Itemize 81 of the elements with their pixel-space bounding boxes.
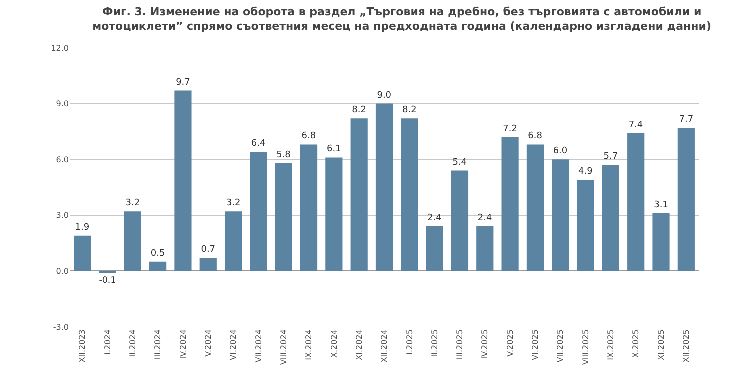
x-tick-label: II.2025 [430,330,440,358]
bar [426,226,444,272]
data-label: 0.5 [150,248,166,259]
x-tick-label: IX.2024 [304,330,314,360]
data-label: 2.4 [478,214,492,224]
bar [350,118,368,272]
x-tick-label: VI.2024 [229,330,238,360]
data-label: 6.0 [553,146,568,157]
data-label: 5.4 [452,158,468,168]
data-label: 5.8 [276,150,292,160]
x-tick-label: VI.2025 [531,330,540,360]
bar [526,144,544,272]
x-tick-label: XI.2025 [656,330,666,360]
x-tick-label: IX.2025 [606,330,616,360]
bar [300,144,318,272]
x-tick-label: IV.2025 [480,330,490,360]
bar [376,104,394,272]
y-tick-label: 6.0 [56,155,69,164]
data-label: 7.7 [679,114,694,125]
bar [401,118,418,272]
bar [628,134,645,272]
x-tick-label: VIII.2025 [581,330,590,366]
data-label: 4.9 [578,167,594,178]
bar [652,214,670,272]
x-tick-label: III.2025 [456,330,465,360]
x-tick-label: I.2025 [405,330,414,355]
x-tick-label: IV.2024 [178,330,188,360]
y-tick-label: 0.0 [56,267,69,276]
data-label: 7.2 [503,124,518,134]
data-label: 7.4 [628,120,644,131]
x-tick-label: XII.2024 [380,330,390,363]
bar [451,170,469,272]
bar [150,262,167,272]
bar [502,137,519,272]
data-label: 6.8 [302,132,316,142]
x-tick-label: XII.2025 [682,330,692,363]
data-label: -0.1 [99,276,116,286]
bar [552,160,570,272]
data-label: 6.1 [327,144,342,155]
bar [124,212,142,272]
bar [224,212,242,272]
x-tick-label: X.2024 [330,330,339,358]
x-tick-label: XII.2023 [78,330,88,363]
bar [476,226,494,272]
data-label: 6.8 [528,132,543,142]
x-tick-label: VIII.2024 [279,330,288,366]
x-tick-label: V.2025 [506,330,515,357]
x-tick-label: I.2024 [103,330,112,355]
data-label: 8.2 [402,106,417,116]
x-tick-label: XI.2024 [354,330,364,360]
x-tick-label: II.2024 [128,330,138,358]
bar [200,258,217,272]
data-label: 9.7 [176,78,190,88]
bar [326,158,343,272]
data-label: 6.4 [251,139,266,150]
x-tick-label: VII.2025 [556,330,566,363]
data-label: 0.7 [201,245,216,256]
data-label: 2.4 [428,214,442,224]
data-label: 3.2 [126,198,140,209]
x-tick-label: X.2025 [632,330,641,358]
x-tick-label: III.2024 [154,330,163,360]
bar [602,165,620,272]
bar [74,236,92,272]
y-tick-label: 9.0 [56,100,69,109]
bar [275,163,292,272]
bar [577,180,594,272]
y-tick-label: 12.0 [51,44,69,53]
data-label: 3.1 [654,200,668,211]
x-tick-label: V.2024 [204,330,213,357]
data-label: 9.0 [377,90,392,101]
bar [250,152,268,272]
data-label: 1.9 [75,222,90,233]
data-label: 3.2 [226,198,241,209]
bar [678,128,695,272]
data-label: 5.7 [604,152,618,162]
x-tick-label: VII.2024 [254,330,264,363]
y-tick-label: 3.0 [56,211,69,220]
data-label: 8.2 [352,106,367,116]
bar [174,90,192,272]
chart-title: Фиг. 3. Изменение на оборота в раздел „Търговия на дребно, без търговията с автомобили и мотоциклети” спрямо съответния месец на предходната година (календарно изгладени данни) [92,6,712,33]
y-tick-label: -3.0 [53,322,69,332]
